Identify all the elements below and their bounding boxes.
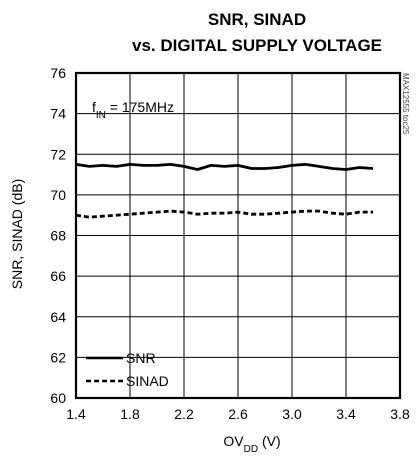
- legend-snr-label: SNR: [126, 350, 156, 366]
- annotation-f: f: [92, 99, 96, 115]
- y-tick-label: 74: [50, 106, 66, 122]
- x-tick-labels: 1.4 1.8 2.2 2.6 3.0 3.4 3.8: [66, 406, 410, 422]
- x-tick-label: 1.8: [120, 406, 140, 422]
- legend-sinad-label: SINAD: [126, 373, 169, 389]
- y-tick-label: 64: [50, 309, 66, 325]
- y-tick-label: 62: [50, 349, 66, 365]
- x-tick-label: 2.2: [174, 406, 194, 422]
- y-tick-label: 70: [50, 187, 66, 203]
- x-tick-label: 2.6: [228, 406, 248, 422]
- y-axis-label: SNR, SINAD (dB): [9, 179, 25, 289]
- chart-title-line1: SNR, SINAD: [208, 10, 306, 29]
- x-axis-label: OVDD (V): [223, 433, 280, 455]
- figure-code: MAX12555 toc25: [401, 73, 410, 135]
- annotation-rest: = 175MHz: [106, 99, 174, 115]
- series-line-sinad: [75, 209, 373, 219]
- annotation-subscript: IN: [96, 110, 106, 121]
- x-tick-label: 1.4: [66, 406, 86, 422]
- annotation-frequency: fIN = 175MHz: [92, 99, 174, 121]
- x-tick-label: 3.8: [390, 406, 410, 422]
- x-axis-label-unit: (V): [258, 433, 281, 449]
- legend: SNR SINAD: [86, 350, 169, 389]
- x-axis-label-sub: DD: [244, 444, 258, 455]
- series-line-snr: [75, 162, 374, 171]
- y-tick-label: 72: [50, 146, 66, 162]
- plot-frame: [74, 71, 402, 400]
- series-group: [75, 162, 374, 219]
- y-tick-label: 60: [50, 390, 66, 406]
- chart-title-line2: vs. DIGITAL SUPPLY VOLTAGE: [132, 36, 382, 55]
- x-axis-label-main: OV: [223, 433, 244, 449]
- y-tick-label: 68: [50, 228, 66, 244]
- y-tick-labels: 76 74 72 70 68 66 64 62 60: [50, 65, 66, 406]
- x-tick-label: 3.4: [336, 406, 356, 422]
- grid-lines: [76, 73, 400, 398]
- y-tick-label: 66: [50, 268, 66, 284]
- x-tick-label: 3.0: [282, 406, 302, 422]
- y-tick-label: 76: [50, 65, 66, 81]
